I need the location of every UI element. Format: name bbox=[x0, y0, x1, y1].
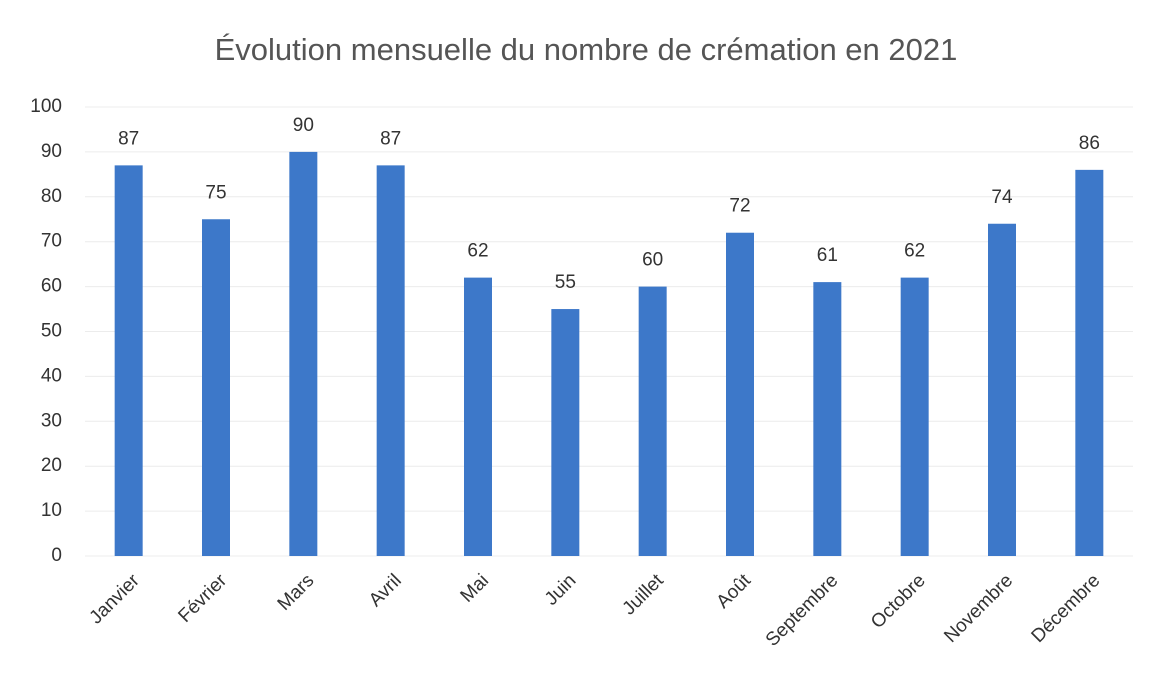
bar bbox=[813, 282, 842, 556]
data-label: 87 bbox=[118, 128, 139, 149]
data-label: 61 bbox=[817, 245, 838, 266]
bar bbox=[638, 286, 667, 556]
data-label: 72 bbox=[729, 196, 750, 217]
y-tick-label: 20 bbox=[41, 455, 62, 476]
y-tick-label: 50 bbox=[41, 321, 62, 342]
bar bbox=[551, 309, 580, 556]
y-tick-label: 60 bbox=[41, 276, 62, 297]
bar bbox=[900, 277, 929, 556]
y-tick-label: 40 bbox=[41, 365, 62, 386]
y-tick-label: 70 bbox=[41, 231, 62, 252]
y-tick-label: 30 bbox=[41, 410, 62, 431]
y-tick-label: 0 bbox=[51, 545, 62, 566]
bar bbox=[464, 277, 492, 556]
data-label: 75 bbox=[205, 182, 226, 203]
data-label: 62 bbox=[467, 241, 488, 262]
bar bbox=[726, 232, 754, 556]
data-label: 60 bbox=[642, 250, 663, 271]
bar bbox=[289, 151, 318, 556]
data-label: 90 bbox=[293, 115, 314, 136]
data-label: 55 bbox=[555, 272, 576, 293]
y-tick-label: 10 bbox=[41, 500, 62, 521]
data-label: 86 bbox=[1079, 133, 1100, 154]
y-tick-label: 90 bbox=[41, 141, 62, 162]
bar bbox=[988, 223, 1016, 557]
data-label: 87 bbox=[380, 128, 401, 149]
bar bbox=[376, 165, 405, 556]
bar bbox=[1075, 169, 1104, 557]
chart-title: Évolution mensuelle du nombre de crémati… bbox=[215, 32, 958, 67]
bar bbox=[202, 219, 230, 556]
y-tick-label: 80 bbox=[41, 186, 62, 207]
data-label: 74 bbox=[991, 187, 1013, 208]
y-tick-label: 100 bbox=[30, 96, 62, 117]
data-label: 62 bbox=[904, 241, 925, 262]
bar bbox=[114, 165, 143, 556]
